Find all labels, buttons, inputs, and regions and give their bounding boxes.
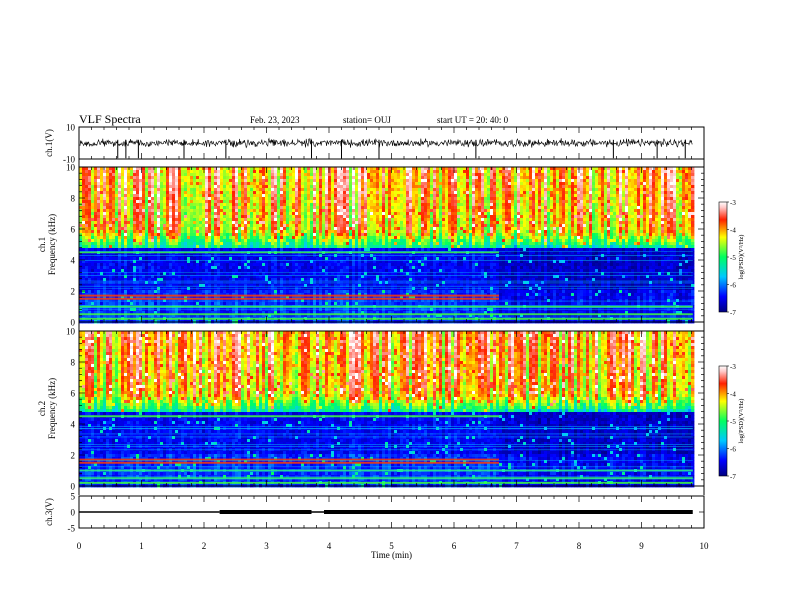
colorbar-tick-label: -6: [730, 446, 736, 454]
colorbar-label: log(PSD)(V²/Hz): [738, 235, 745, 280]
spectrogram-ch2-ytick-label: 4: [71, 420, 76, 430]
colorbar-tick-label: -7: [730, 473, 736, 481]
spectrogram-ch1-ytick-label: 10: [66, 163, 76, 173]
spectrogram-ch1-ylabel: ch.1Frequency (kHz): [37, 214, 57, 275]
spectrogram-ch1-image: [79, 167, 694, 323]
xtick-label: 8: [577, 541, 582, 551]
ch3-ytick-label: 0: [71, 508, 76, 518]
xtick-label: 0: [77, 541, 82, 551]
xtick-label: 1: [139, 541, 144, 551]
colorbar-tick-label: -6: [730, 282, 736, 290]
spectrogram-ch2-ylabel: ch.2Frequency (kHz): [37, 378, 57, 439]
colorbar-tick-label: -3: [730, 199, 736, 207]
xtick-label: 4: [327, 541, 332, 551]
spectrogram-ch1-ytick-label: 8: [71, 194, 76, 204]
xtick-label: 6: [452, 541, 457, 551]
xtick-label: 10: [700, 541, 710, 551]
colorbar-tick-label: -5: [730, 254, 736, 262]
spectrogram-ch1-ytick-label: 6: [71, 225, 76, 235]
colorbar-tick-label: -7: [730, 309, 736, 317]
spectrogram-ch1-ytick-label: 2: [71, 287, 76, 297]
ch3-ylabel: ch.3(V): [44, 498, 54, 526]
spectrogram-ch2-image: [79, 331, 694, 487]
ch3-ytick-label: -5: [68, 524, 76, 534]
xtick-label: 9: [639, 541, 644, 551]
spectrogram-ch2-ytick-label: 2: [71, 451, 76, 461]
x-axis-label: Time (min): [371, 550, 412, 560]
ch1-waveform-trace: [80, 138, 693, 147]
spectrogram-ch1-ytick-label: 4: [71, 256, 76, 266]
xtick-label: 7: [514, 541, 519, 551]
colorbar-tick-label: -4: [730, 227, 736, 235]
spectrogram-ch2-ytick-label: 10: [66, 327, 76, 337]
xtick-label: 2: [202, 541, 207, 551]
spectrogram-ch2-ytick-label: 0: [71, 482, 76, 492]
colorbar-tick-label: -5: [730, 418, 736, 426]
colorbar-label: log(PSD)(V²/Hz): [738, 399, 745, 444]
spectrogram-ch2-ytick-label: 6: [71, 389, 76, 399]
xtick-label: 3: [264, 541, 269, 551]
spectrogram-ch1-colorbar: -3 -4 -5 -6 -7 log(PSD)(V²/Hz): [719, 199, 745, 317]
spectrogram-ch2-panel: 0 2 4 6 8 10 ch.2Frequency (kHz) -3 -4 -5 -6 -7 log(…: [37, 327, 745, 492]
spectrogram-ch2-colorbar: -3 -4 -5 -6 -7 log(PSD)(V²/Hz): [719, 363, 745, 481]
spectrogram-ch2-ytick-label: 8: [71, 358, 76, 368]
colorbar-tick-label: -3: [730, 363, 736, 371]
colorbar-tick-label: -4: [730, 391, 736, 399]
ch1-ytick-label: 10: [66, 123, 76, 133]
ch1-ylabel: ch.1(V): [44, 129, 54, 157]
ch3-ytick-label: 5: [71, 492, 76, 502]
